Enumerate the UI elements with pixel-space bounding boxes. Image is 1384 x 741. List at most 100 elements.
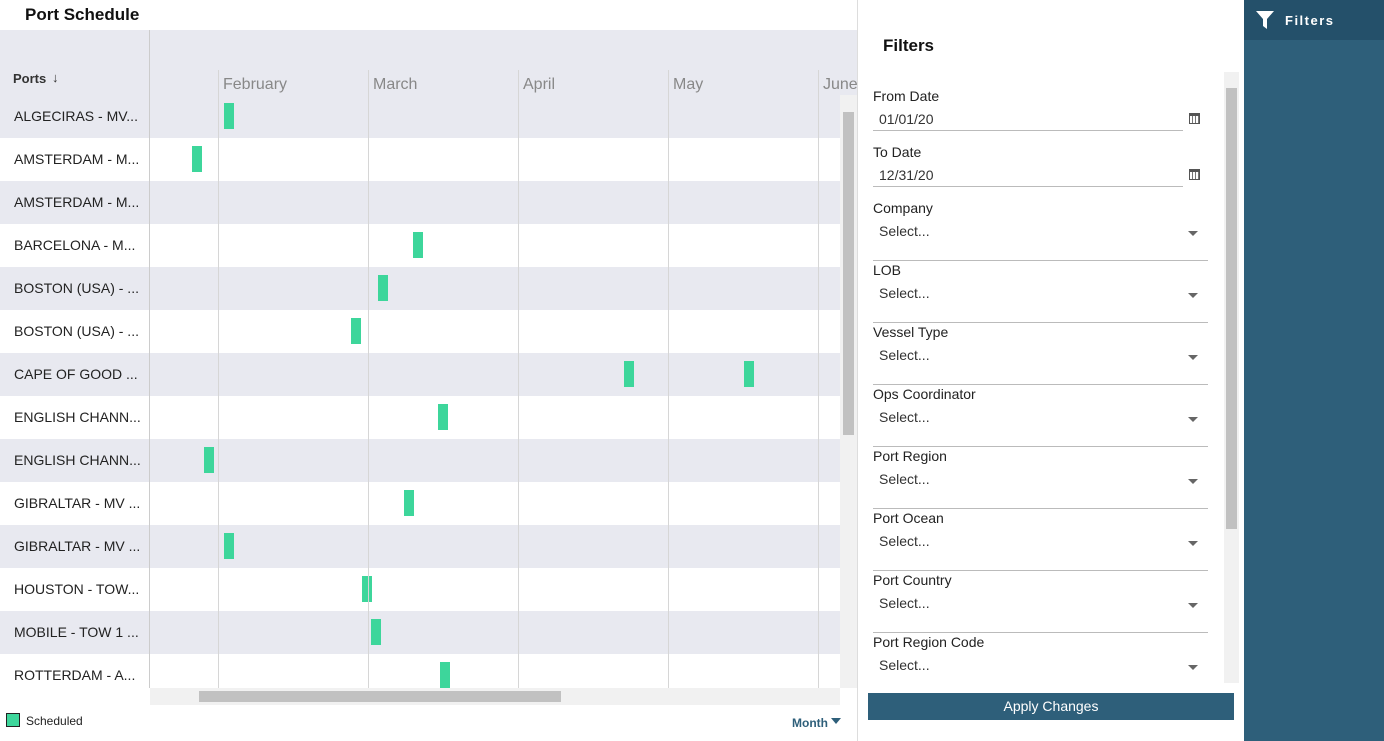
row: [0, 568, 840, 611]
column-header[interactable]: Ports: [13, 71, 47, 86]
field-label: Port Ocean: [873, 510, 944, 526]
schedule-bar[interactable]: [378, 275, 388, 301]
row-label: GIBRALTAR - MV ...: [14, 495, 141, 511]
row-label: BOSTON (USA) - ...: [14, 280, 139, 296]
field-value[interactable]: 01/01/20: [879, 111, 934, 127]
sidebar-tab[interactable]: [1244, 0, 1384, 40]
page-title: Port Schedule: [25, 5, 140, 24]
calendar-icon[interactable]: [1189, 113, 1200, 124]
field-value[interactable]: Select...: [879, 285, 930, 301]
divider: [149, 30, 150, 688]
field-underline: [873, 260, 1208, 261]
month-label: March: [373, 76, 418, 93]
dropdown-caret[interactable]: [1188, 479, 1198, 484]
field-value[interactable]: Select...: [879, 347, 930, 363]
row-label: BOSTON (USA) - ...: [14, 323, 139, 339]
field-underline: [873, 508, 1208, 509]
row-label: ENGLISH CHANN...: [14, 452, 141, 468]
grid-line: [668, 70, 669, 688]
field-label: Ops Coordinator: [873, 386, 976, 402]
field-underline: [873, 322, 1208, 323]
field-value[interactable]: Select...: [879, 595, 930, 611]
legend-label: Scheduled: [26, 714, 83, 728]
schedule-bar[interactable]: [361, 576, 372, 602]
schedule-bar[interactable]: [223, 533, 234, 559]
view-mode-caret: [831, 718, 841, 724]
calendar-icon[interactable]: [1189, 169, 1200, 180]
field-value[interactable]: Select...: [879, 657, 930, 673]
field-label: Port Country: [873, 572, 952, 588]
row: [0, 482, 840, 525]
field-value[interactable]: 12/31/20: [879, 167, 934, 183]
field-value[interactable]: Select...: [879, 409, 930, 425]
schedule-bar[interactable]: [439, 662, 450, 688]
row: [0, 396, 840, 439]
v-scroll-thumb[interactable]: [843, 112, 854, 435]
row-label: CAPE OF GOOD ...: [14, 366, 138, 382]
gantt-header: [0, 30, 857, 95]
panel-divider: [857, 0, 858, 741]
schedule-bar[interactable]: [351, 318, 361, 344]
v-scrollbar[interactable]: [840, 95, 857, 688]
row-label: HOUSTON - TOW...: [14, 581, 140, 597]
schedule-bar[interactable]: [403, 490, 414, 516]
grid-line: [368, 70, 369, 688]
grid-line: [218, 70, 219, 688]
schedule-bar[interactable]: [223, 103, 234, 129]
field-label: Port Region Code: [873, 634, 985, 650]
apply-button[interactable]: Apply Changes: [868, 693, 1234, 720]
dropdown-caret[interactable]: [1188, 355, 1198, 360]
sidebar: [1244, 0, 1384, 741]
field-value[interactable]: Select...: [879, 471, 930, 487]
field-underline: [873, 632, 1208, 633]
row: [0, 654, 840, 688]
row-label: BARCELONA - M...: [14, 237, 136, 253]
grid-line: [518, 70, 519, 688]
row: [0, 611, 840, 654]
rows: ALGECIRAS - MV... AMSTERDAM - M... AMSTERD…: [0, 95, 840, 688]
field-label: To Date: [873, 144, 922, 160]
field-underline: [873, 446, 1208, 447]
view-mode[interactable]: Month: [792, 716, 828, 730]
filters-scroll-thumb[interactable]: [1226, 88, 1237, 529]
schedule-bar[interactable]: [744, 361, 754, 387]
schedule-bar[interactable]: [412, 232, 423, 258]
row-label: MOBILE - TOW 1 ...: [14, 624, 139, 640]
schedule-bar[interactable]: [192, 146, 202, 172]
dropdown-caret[interactable]: [1188, 417, 1198, 422]
legend-swatch: [6, 713, 20, 727]
row: [0, 181, 840, 224]
h-scrollbar[interactable]: [150, 688, 840, 705]
month-label: May: [673, 76, 704, 93]
filter-icon: [1256, 11, 1274, 29]
filters-scrollbar[interactable]: [1224, 72, 1239, 683]
row-label: ALGECIRAS - MV...: [14, 108, 138, 124]
row: [0, 95, 840, 138]
row: [0, 525, 840, 568]
field-value[interactable]: Select...: [879, 533, 930, 549]
month-label: April: [523, 76, 556, 93]
schedule-bar[interactable]: [204, 447, 214, 473]
dropdown-caret[interactable]: [1188, 541, 1198, 546]
schedule-bar[interactable]: [370, 619, 381, 645]
row-label: ROTTERDAM - A...: [14, 667, 136, 683]
h-scroll-thumb[interactable]: [199, 691, 561, 702]
filters-title: Filters: [883, 36, 935, 55]
row-label: ENGLISH CHANN...: [14, 409, 141, 425]
field-label: Company: [873, 200, 933, 216]
field-value[interactable]: Select...: [879, 223, 930, 239]
schedule-bar[interactable]: [624, 361, 634, 387]
dropdown-caret[interactable]: [1188, 293, 1198, 298]
month-label: June: [823, 76, 857, 93]
field-underline: [873, 130, 1183, 131]
sort-icon: ↓: [52, 70, 59, 85]
schedule-bar[interactable]: [438, 404, 448, 430]
dropdown-caret[interactable]: [1188, 665, 1198, 670]
field-underline: [873, 384, 1208, 385]
dropdown-caret[interactable]: [1188, 603, 1198, 608]
dropdown-caret[interactable]: [1188, 231, 1198, 236]
field-label: From Date: [873, 88, 940, 104]
month-label: February: [223, 76, 288, 93]
sidebar-tab-label[interactable]: Filters: [1285, 13, 1335, 28]
